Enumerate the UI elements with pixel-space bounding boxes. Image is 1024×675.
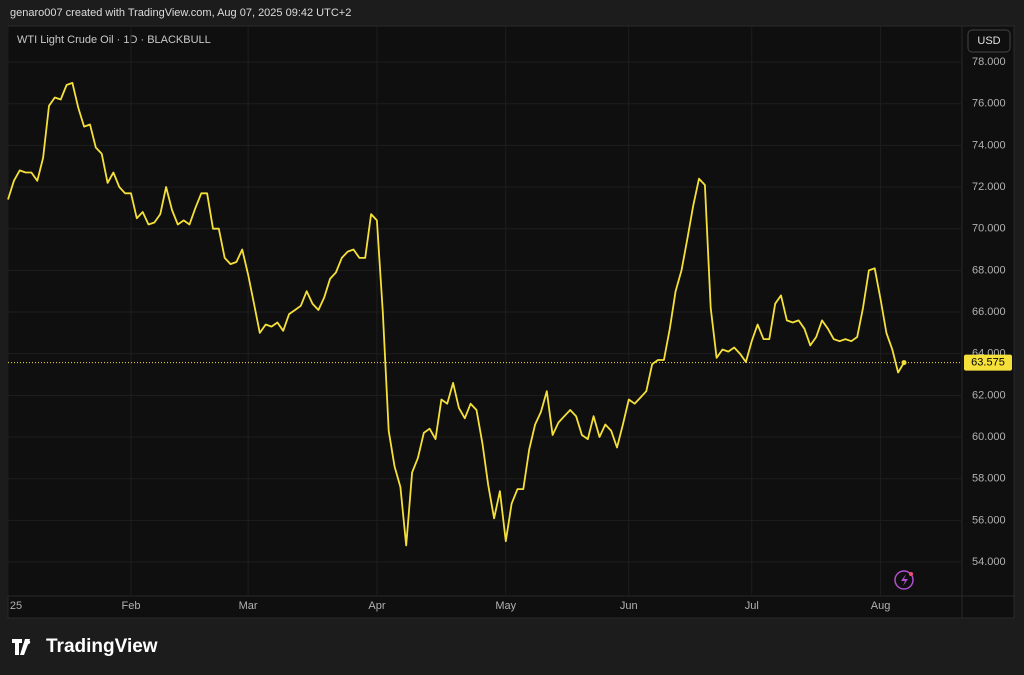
y-tick-label: 58.000 <box>972 473 1006 485</box>
currency-label[interactable]: USD <box>977 35 1000 47</box>
alert-icon[interactable] <box>894 570 914 590</box>
x-tick-label: May <box>495 600 516 612</box>
x-tick-label: Feb <box>121 600 140 612</box>
logo-dot <box>25 639 31 645</box>
x-tick-label: 25 <box>10 600 22 612</box>
caption: genaro007 created with TradingView.com, … <box>10 7 351 19</box>
chart-title: WTI Light Crude Oil · 1D · BLACKBULL <box>17 34 211 46</box>
price-tag <box>964 354 1012 371</box>
y-tick-label: 54.000 <box>972 556 1006 568</box>
y-tick-label: 60.000 <box>972 431 1006 443</box>
x-tick-label: Jun <box>620 600 638 612</box>
alert-bolt <box>901 574 908 586</box>
x-tick-label: Aug <box>871 600 891 612</box>
y-tick-label: 78.000 <box>972 56 1006 68</box>
price-tag-label: 63.575 <box>971 356 1005 368</box>
brand-logo <box>12 639 31 655</box>
logo-mark <box>12 639 30 655</box>
y-tick-label: 62.000 <box>972 389 1006 401</box>
alert-badge <box>909 572 913 576</box>
chart-panel <box>7 25 1015 619</box>
y-tick-label: 72.000 <box>972 181 1006 193</box>
y-tick-label: 56.000 <box>972 514 1006 526</box>
x-tick-label: Mar <box>239 600 258 612</box>
y-tick-label: 68.000 <box>972 264 1006 276</box>
currency-button[interactable] <box>967 29 1011 53</box>
x-tick-label: Apr <box>368 600 385 612</box>
price-line <box>7 82 905 547</box>
last-point <box>901 360 907 366</box>
y-tick-label: 74.000 <box>972 139 1006 151</box>
y-tick-label: 76.000 <box>972 98 1006 110</box>
y-tick-label: 66.000 <box>972 306 1006 318</box>
brand-name: TradingView <box>46 636 158 657</box>
x-tick-label: Jul <box>745 600 759 612</box>
y-tick-label: 70.000 <box>972 223 1006 235</box>
